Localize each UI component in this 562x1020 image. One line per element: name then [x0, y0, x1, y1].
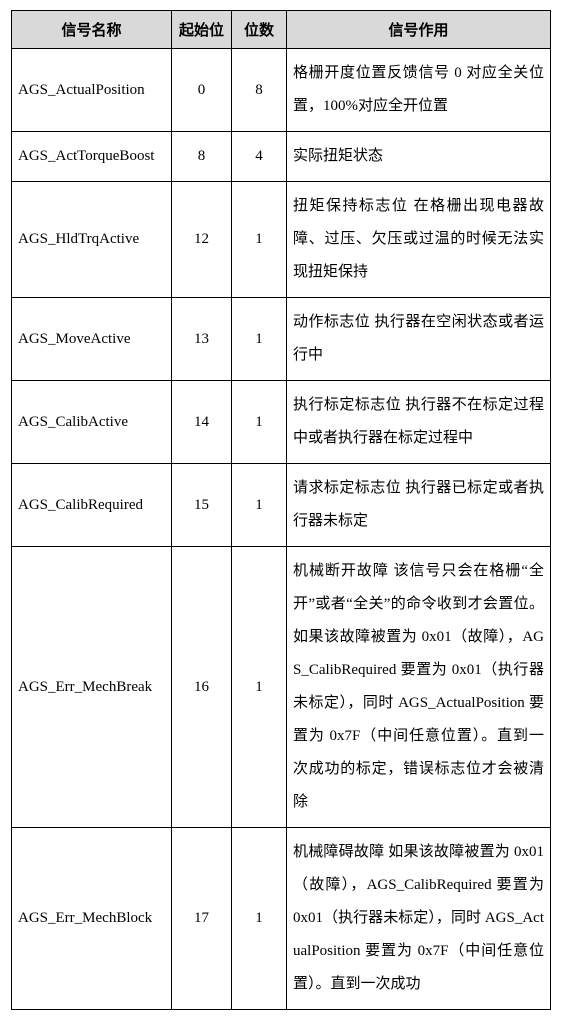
cell-description: 机械断开故障 该信号只会在格栅“全开”或者“全关”的命令收到才会置位。如果该故障… [287, 547, 551, 828]
cell-start-bit: 15 [172, 464, 232, 547]
table-row: AGS_CalibActive141执行标定标志位 执行器不在标定过程中或者执行… [12, 381, 551, 464]
cell-description: 动作标志位 执行器在空闲状态或者运行中 [287, 298, 551, 381]
signal-table: 信号名称 起始位 位数 信号作用 AGS_ActualPosition08格栅开… [11, 10, 551, 1010]
cell-bit-count: 8 [232, 49, 287, 132]
cell-description: 请求标定标志位 执行器已标定或者执行器未标定 [287, 464, 551, 547]
col-header-bits: 位数 [232, 11, 287, 49]
cell-signal-name: AGS_CalibRequired [12, 464, 172, 547]
cell-signal-name: AGS_CalibActive [12, 381, 172, 464]
table-header-row: 信号名称 起始位 位数 信号作用 [12, 11, 551, 49]
cell-bit-count: 1 [232, 182, 287, 298]
table-body: AGS_ActualPosition08格栅开度位置反馈信号 0 对应全关位置，… [12, 49, 551, 1010]
table-wrapper: 信号名称 起始位 位数 信号作用 AGS_ActualPosition08格栅开… [11, 10, 551, 1010]
table-row: AGS_Err_MechBreak161机械断开故障 该信号只会在格栅“全开”或… [12, 547, 551, 828]
col-header-name: 信号名称 [12, 11, 172, 49]
cell-bit-count: 1 [232, 828, 287, 1010]
cell-bit-count: 1 [232, 547, 287, 828]
cell-signal-name: AGS_HldTrqActive [12, 182, 172, 298]
cell-description: 机械障碍故障 如果该故障被置为 0x01（故障），AGS_CalibRequir… [287, 828, 551, 1010]
cell-signal-name: AGS_Err_MechBlock [12, 828, 172, 1010]
cell-description: 实际扭矩状态 [287, 132, 551, 182]
cell-bit-count: 1 [232, 298, 287, 381]
cell-start-bit: 8 [172, 132, 232, 182]
table-row: AGS_ActualPosition08格栅开度位置反馈信号 0 对应全关位置，… [12, 49, 551, 132]
table-row: AGS_HldTrqActive121扭矩保持标志位 在格栅出现电器故障、过压、… [12, 182, 551, 298]
table-row: AGS_ActTorqueBoost84实际扭矩状态 [12, 132, 551, 182]
cell-bit-count: 1 [232, 464, 287, 547]
table-row: AGS_CalibRequired151请求标定标志位 执行器已标定或者执行器未… [12, 464, 551, 547]
cell-signal-name: AGS_MoveActive [12, 298, 172, 381]
cell-signal-name: AGS_Err_MechBreak [12, 547, 172, 828]
cell-bit-count: 1 [232, 381, 287, 464]
cell-start-bit: 17 [172, 828, 232, 1010]
cell-signal-name: AGS_ActTorqueBoost [12, 132, 172, 182]
table-row: AGS_MoveActive131动作标志位 执行器在空闲状态或者运行中 [12, 298, 551, 381]
cell-start-bit: 0 [172, 49, 232, 132]
cell-start-bit: 12 [172, 182, 232, 298]
table-row: AGS_Err_MechBlock171机械障碍故障 如果该故障被置为 0x01… [12, 828, 551, 1010]
cell-start-bit: 16 [172, 547, 232, 828]
cell-start-bit: 13 [172, 298, 232, 381]
cell-start-bit: 14 [172, 381, 232, 464]
cell-bit-count: 4 [232, 132, 287, 182]
cell-signal-name: AGS_ActualPosition [12, 49, 172, 132]
cell-description: 扭矩保持标志位 在格栅出现电器故障、过压、欠压或过温的时候无法实现扭矩保持 [287, 182, 551, 298]
cell-description: 格栅开度位置反馈信号 0 对应全关位置，100%对应全开位置 [287, 49, 551, 132]
col-header-desc: 信号作用 [287, 11, 551, 49]
col-header-start: 起始位 [172, 11, 232, 49]
cell-description: 执行标定标志位 执行器不在标定过程中或者执行器在标定过程中 [287, 381, 551, 464]
